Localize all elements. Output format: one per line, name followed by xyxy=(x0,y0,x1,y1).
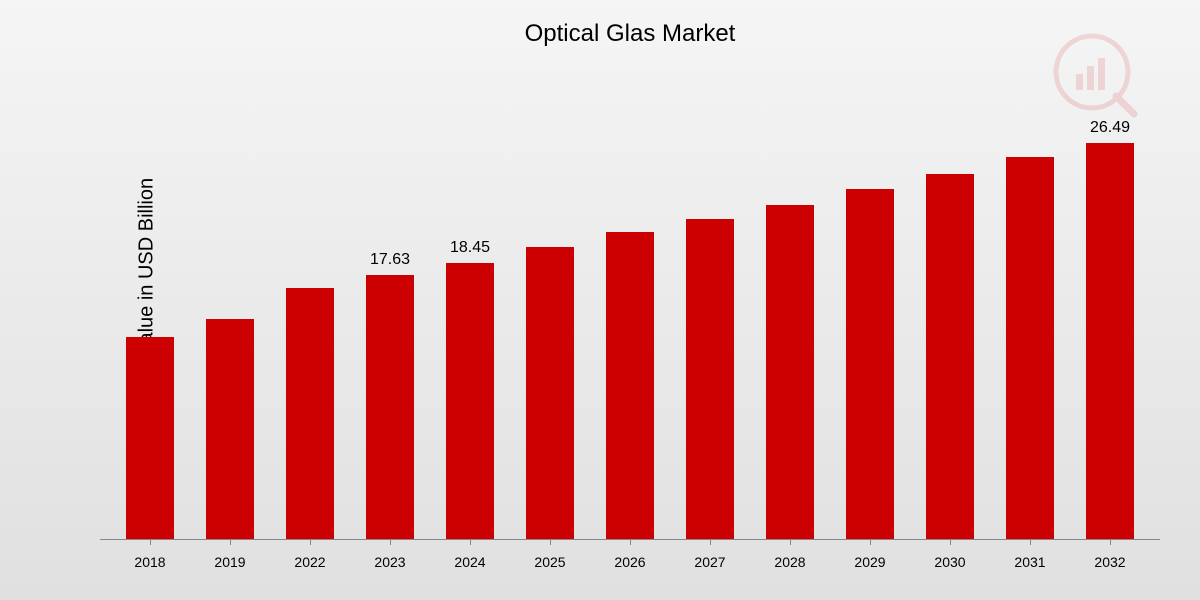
bar-group xyxy=(750,90,830,539)
bar xyxy=(926,174,974,539)
x-tick xyxy=(150,539,151,545)
bar xyxy=(366,275,414,539)
chart-container: Optical Glas Market Market Value in USD … xyxy=(0,0,1200,600)
x-tick xyxy=(630,539,631,545)
bar xyxy=(286,288,334,539)
bar xyxy=(606,232,654,539)
x-tick xyxy=(550,539,551,545)
bar-group: 17.63 xyxy=(350,90,430,539)
x-tick xyxy=(790,539,791,545)
x-tick xyxy=(390,539,391,545)
x-axis-label: 2027 xyxy=(670,554,750,570)
bars-container: 17.63 18.45 26.49 xyxy=(100,90,1160,539)
x-axis-label: 2029 xyxy=(830,554,910,570)
bar xyxy=(526,247,574,539)
bar-group xyxy=(190,90,270,539)
bar-group: 18.45 xyxy=(430,90,510,539)
x-axis-label: 2024 xyxy=(430,554,510,570)
bar-value-label: 18.45 xyxy=(450,239,490,257)
x-tick xyxy=(710,539,711,545)
x-tick xyxy=(310,539,311,545)
x-axis-label: 2019 xyxy=(190,554,270,570)
x-axis-label: 2028 xyxy=(750,554,830,570)
bar xyxy=(766,205,814,539)
bar-group xyxy=(990,90,1070,539)
bar-group xyxy=(910,90,990,539)
bar xyxy=(686,219,734,539)
x-axis-labels: 2018201920222023202420252026202720282029… xyxy=(100,554,1160,570)
x-tick xyxy=(1110,539,1111,545)
bar-value-label: 26.49 xyxy=(1090,119,1130,137)
plot-area: 17.63 18.45 26.49 xyxy=(100,90,1160,540)
x-axis-label: 2018 xyxy=(110,554,190,570)
bar-group xyxy=(670,90,750,539)
x-axis-label: 2025 xyxy=(510,554,590,570)
x-axis-label: 2030 xyxy=(910,554,990,570)
x-tick xyxy=(870,539,871,545)
x-tick xyxy=(230,539,231,545)
bar xyxy=(446,263,494,539)
bar-value-label: 17.63 xyxy=(370,251,410,269)
x-tick xyxy=(1030,539,1031,545)
x-axis-label: 2023 xyxy=(350,554,430,570)
bar-group xyxy=(590,90,670,539)
x-axis-label: 2026 xyxy=(590,554,670,570)
bar-group xyxy=(510,90,590,539)
bar-group xyxy=(830,90,910,539)
x-tick xyxy=(470,539,471,545)
x-tick xyxy=(950,539,951,545)
bar-group xyxy=(110,90,190,539)
bar-group: 26.49 xyxy=(1070,90,1150,539)
bar xyxy=(1006,157,1054,539)
bar xyxy=(1086,143,1134,539)
x-axis-label: 2032 xyxy=(1070,554,1150,570)
bar xyxy=(846,189,894,539)
chart-title: Optical Glas Market xyxy=(100,20,1160,48)
bar xyxy=(206,319,254,539)
x-axis-label: 2022 xyxy=(270,554,350,570)
bar xyxy=(126,337,174,539)
bar-group xyxy=(270,90,350,539)
x-axis-label: 2031 xyxy=(990,554,1070,570)
